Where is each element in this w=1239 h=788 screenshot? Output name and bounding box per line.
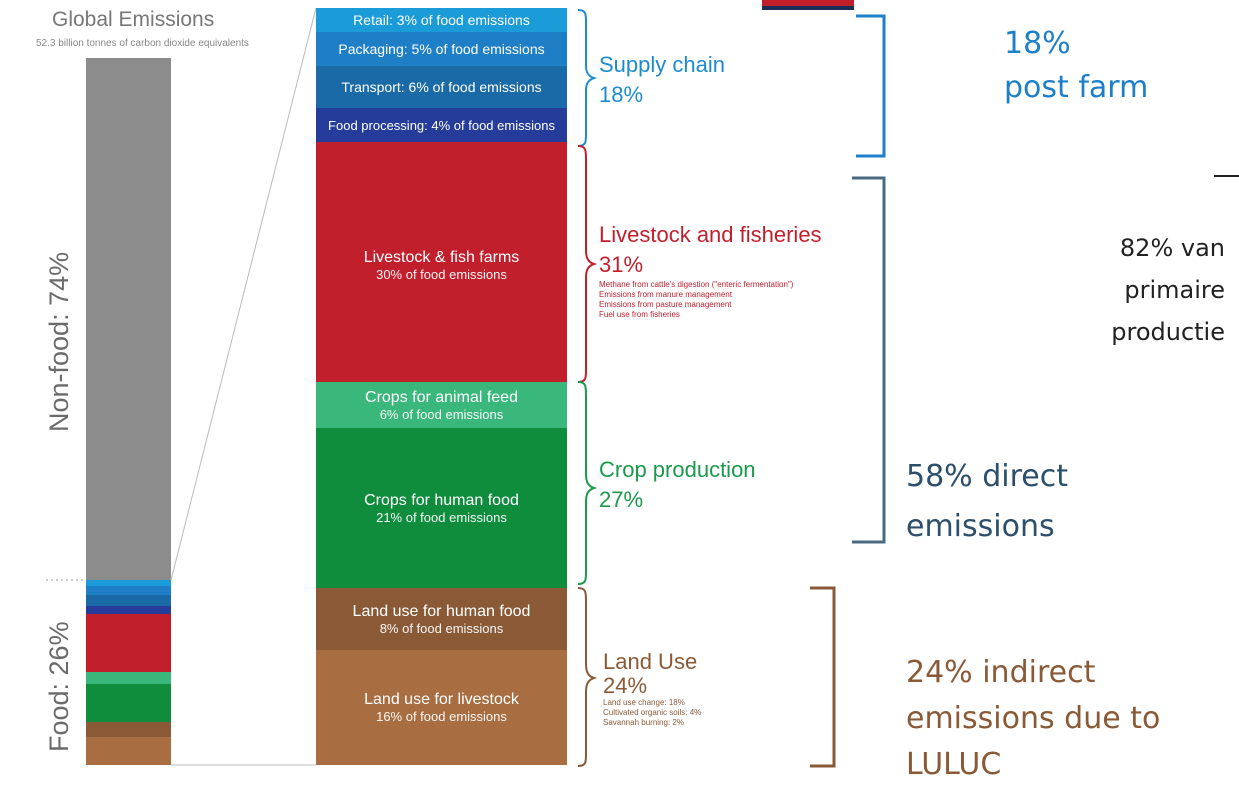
seg-crops-animal-feed: Crops for animal feed 6% of food emissio… — [316, 382, 567, 428]
food-seg-human-food — [86, 684, 171, 722]
food-seg-animal-feed — [86, 672, 171, 684]
seg-thin-red — [316, 142, 567, 148]
livestock-detail-3: Emissions from pasture management — [599, 300, 732, 309]
chart-subtitle: 52.3 billion tonnes of carbon dioxide eq… — [36, 38, 249, 49]
direct-line1: 58% direct — [906, 459, 1068, 494]
primary-line3: productie — [1111, 318, 1225, 346]
seg-human-food-title: Crops for human food — [364, 491, 519, 509]
food-seg-land-human — [86, 722, 171, 737]
crop-pct: 27% — [599, 487, 644, 512]
food-seg-transport — [86, 595, 171, 606]
food-seg-packaging — [86, 586, 171, 595]
land-use-detail-1: Land use change: 18% — [603, 698, 685, 707]
seg-crops-human-food: Crops for human food 21% of food emissio… — [316, 428, 567, 588]
livestock-detail-2: Emissions from manure management — [599, 290, 732, 299]
brace-crop — [577, 381, 598, 585]
supply-chain-name: Supply chain — [599, 52, 725, 77]
supply-chain-pct: 18% — [599, 82, 644, 107]
seg-land-use-human-food: Land use for human food 8% of food emiss… — [316, 588, 567, 650]
land-use-detail-2: Cultivated organic soils: 4% — [603, 708, 702, 717]
annotation-direct-emissions: 58% direct emissions — [906, 452, 1068, 552]
livestock-pct: 31% — [599, 252, 644, 277]
brace-supply-chain — [577, 9, 598, 147]
seg-food-processing: Food processing: 4% of food emissions — [316, 108, 567, 142]
connector-top — [170, 7, 317, 581]
indirect-line1: 24% indirect — [906, 655, 1096, 690]
non-food-label: Non-food: 74% — [44, 251, 74, 432]
category-land-use: Land Use 24% Land use change: 18% Cultiv… — [603, 650, 701, 728]
brace-land-use — [577, 587, 598, 767]
category-crop-production: Crop production 27% — [599, 455, 756, 515]
seg-land-human-title: Land use for human food — [352, 602, 531, 620]
seg-retail: Retail: 3% of food emissions — [316, 8, 567, 32]
crop-name: Crop production — [599, 457, 756, 482]
chart-title: Global Emissions — [52, 8, 215, 31]
bracket-post-farm — [856, 14, 886, 158]
seg-packaging: Packaging: 5% of food emissions — [316, 32, 567, 66]
annotation-indirect-emissions: 24% indirect emissions due to LULUC — [906, 650, 1160, 788]
annotation-post-farm: 18% post farm — [1004, 22, 1148, 110]
seg-land-use-livestock: Land use for livestock 16% of food emiss… — [316, 650, 567, 765]
seg-transport: Transport: 6% of food emissions — [316, 66, 567, 108]
non-food-bar — [86, 58, 171, 580]
indirect-line3: LULUC — [906, 747, 1002, 782]
seg-animal-feed-title: Crops for animal feed — [365, 388, 518, 406]
seg-land-human-sub: 8% of food emissions — [379, 620, 504, 636]
livestock-detail-1: Methane from cattle's digestion ("enteri… — [599, 280, 794, 289]
livestock-detail-4: Fuel use from fisheries — [599, 310, 680, 319]
land-use-name: Land Use — [603, 649, 698, 674]
category-supply-chain: Supply chain 18% — [599, 50, 725, 110]
category-livestock-fisheries: Livestock and fisheries 31% Methane from… — [599, 220, 822, 320]
primary-line1: 82% van — [1119, 234, 1225, 262]
land-use-pct: 24% — [603, 673, 648, 698]
seg-livestock-title: Livestock & fish farms — [363, 248, 520, 266]
post-farm-line1: 18% — [1004, 26, 1071, 61]
food-seg-processing — [86, 606, 171, 614]
seg-land-livestock-title: Land use for livestock — [364, 691, 519, 708]
bracket-direct — [852, 176, 886, 544]
food-seg-retail — [86, 580, 171, 586]
food-label: Food: 26% — [44, 621, 74, 752]
primary-line2: primaire — [1124, 276, 1225, 304]
seg-livestock-fish-farms: Livestock & fish farms 30% of food emiss… — [316, 148, 567, 382]
livestock-name: Livestock and fisheries — [599, 222, 822, 247]
seg-livestock-sub: 30% of food emissions — [376, 266, 507, 282]
bracket-indirect — [810, 586, 836, 768]
seg-human-food-sub: 21% of food emissions — [376, 509, 507, 525]
seg-animal-feed-sub: 6% of food emissions — [379, 406, 504, 422]
top-mark-dark — [762, 6, 854, 10]
seg-land-livestock-sub: 16% of food emissions — [376, 709, 507, 724]
food-seg-livestock — [86, 614, 171, 672]
direct-line2: emissions — [906, 509, 1055, 544]
land-use-detail-3: Savannah burning: 2% — [603, 718, 684, 727]
food-seg-land-livestock — [86, 737, 171, 765]
top-mark — [762, 0, 854, 8]
indirect-line2: emissions due to — [906, 701, 1161, 736]
post-farm-line2: post farm — [1004, 70, 1149, 105]
annotation-primary-production: 82% van primaire productie — [1111, 227, 1225, 353]
brace-livestock — [577, 145, 598, 383]
